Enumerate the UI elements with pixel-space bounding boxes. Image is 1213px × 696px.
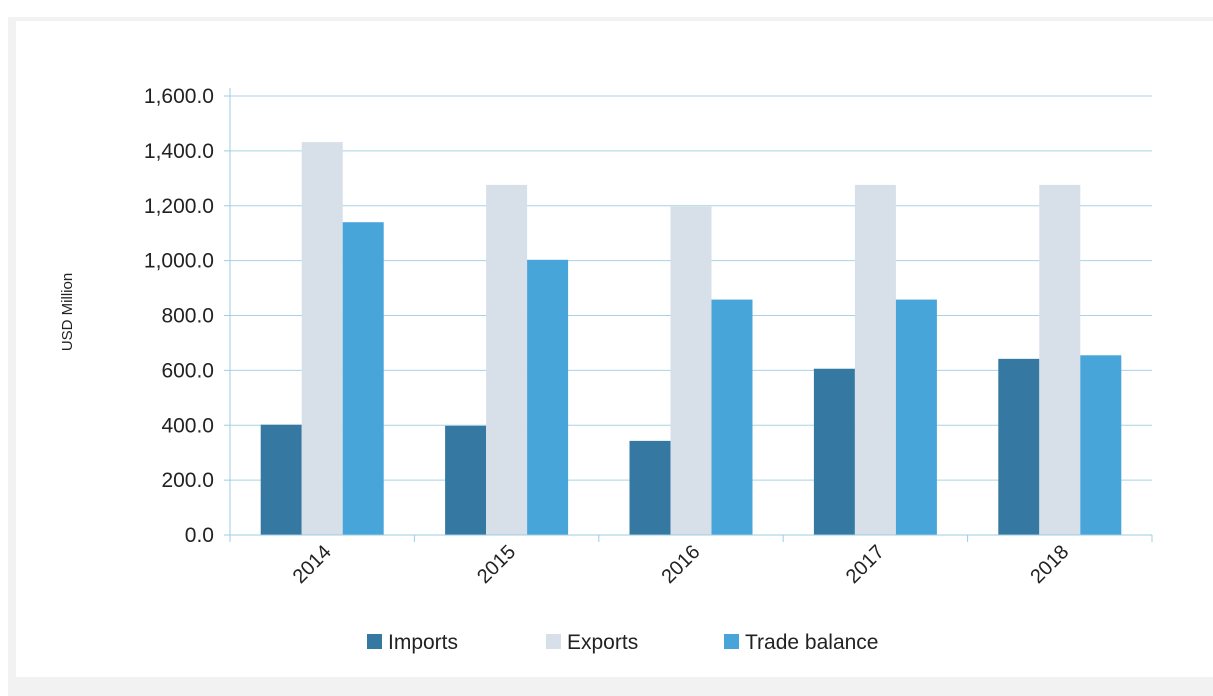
y-tick-label: 1,000.0	[144, 250, 214, 273]
y-tick-labels: 0.0 200.0 400.0 600.0 800.0 1,000.0 1,200.0 1,4…	[144, 85, 214, 547]
y-tick-label: 400.0	[161, 414, 214, 437]
bar-imports-2016	[629, 440, 671, 535]
legend-item-imports: Imports	[367, 631, 458, 654]
x-tick-label: 2017	[842, 541, 889, 588]
legend-item-exports: Exports	[546, 631, 638, 654]
legend-label: Trade balance	[745, 631, 878, 654]
y-tick-label: 200.0	[161, 469, 214, 492]
x-tick-label: 2016	[658, 541, 705, 588]
legend-label: Exports	[567, 631, 638, 654]
legend-label: Imports	[388, 631, 458, 654]
bar-trade-balance-2014	[342, 222, 384, 535]
x-tick-label: 2018	[1026, 541, 1073, 588]
bar-trade-balance-2017	[895, 299, 937, 535]
chart-panel	[16, 21, 1213, 677]
bar-exports-2014	[301, 142, 343, 535]
bar-trade-balance-2015	[527, 259, 569, 535]
x-tick-label: 2015	[473, 541, 520, 588]
bars	[260, 142, 1122, 535]
legend-swatch	[724, 634, 739, 649]
legend-swatch	[546, 634, 561, 649]
x-tick-labels: 2014 2015 2016 2017 2018	[289, 541, 1074, 588]
legend-swatch	[367, 634, 382, 649]
axes	[229, 88, 1153, 542]
legend: Imports Exports Trade balance	[367, 631, 878, 654]
bar-exports-2018	[1039, 184, 1081, 535]
y-tick-label: 600.0	[161, 359, 214, 382]
bar-imports-2014	[260, 424, 302, 535]
bar-imports-2017	[813, 368, 855, 535]
bar-imports-2018	[998, 358, 1040, 535]
y-tick-label: 1,400.0	[144, 140, 214, 163]
y-axis-title: USD Million	[59, 273, 76, 351]
y-tick-label: 1,200.0	[144, 195, 214, 218]
bar-exports-2015	[486, 184, 528, 535]
bar-trade-balance-2018	[1080, 355, 1122, 535]
y-tick-label: 0.0	[185, 524, 214, 547]
bar-exports-2017	[854, 184, 896, 535]
y-tick-label: 1,600.0	[144, 85, 214, 108]
bar-exports-2016	[670, 206, 712, 535]
legend-item-trade-balance: Trade balance	[724, 631, 878, 654]
bar-imports-2015	[445, 425, 487, 535]
x-tick-label: 2014	[289, 541, 336, 588]
bar-trade-balance-2016	[711, 299, 753, 535]
y-tick-label: 800.0	[161, 305, 214, 328]
